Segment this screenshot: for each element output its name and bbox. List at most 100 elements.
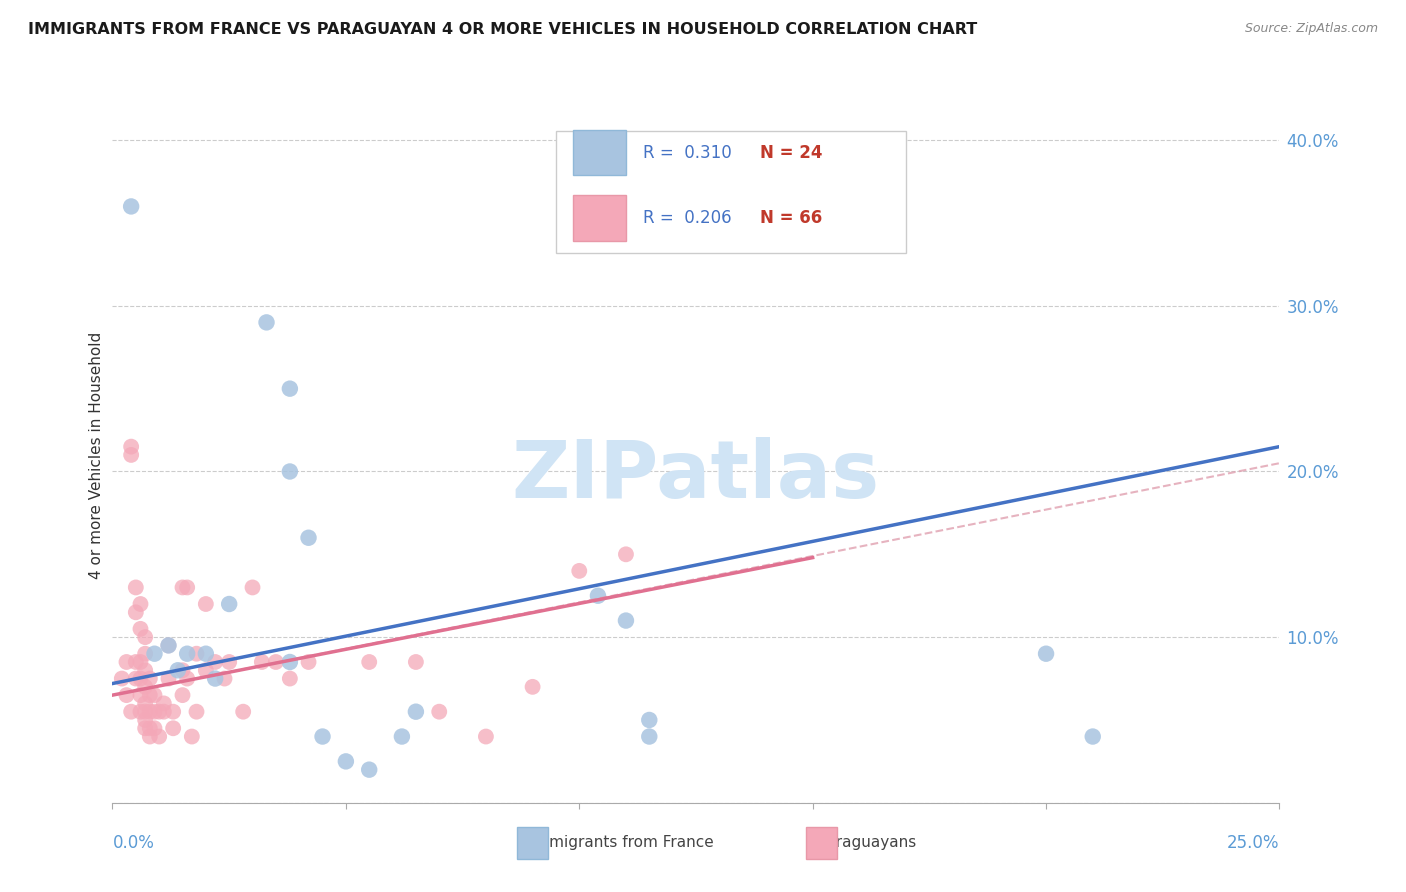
Point — [120, 705, 142, 719]
Point — [250, 655, 273, 669]
Text: Paraguayans: Paraguayans — [808, 836, 917, 850]
Point — [157, 639, 180, 653]
Text: N = 66: N = 66 — [761, 210, 823, 227]
Point — [120, 199, 142, 213]
Text: R =  0.310: R = 0.310 — [644, 144, 733, 161]
Point — [638, 713, 661, 727]
Point — [194, 663, 217, 677]
Point — [153, 705, 176, 719]
Point — [148, 730, 170, 744]
Point — [134, 630, 156, 644]
Point — [359, 763, 381, 777]
Point — [125, 581, 148, 595]
Point — [139, 672, 162, 686]
Point — [1035, 647, 1057, 661]
Point — [218, 597, 240, 611]
Point — [115, 688, 138, 702]
Point — [297, 655, 319, 669]
Point — [186, 647, 208, 661]
Point — [180, 730, 202, 744]
FancyBboxPatch shape — [555, 131, 905, 253]
Text: Source: ZipAtlas.com: Source: ZipAtlas.com — [1244, 22, 1378, 36]
Point — [172, 663, 194, 677]
Point — [134, 697, 156, 711]
FancyBboxPatch shape — [574, 195, 626, 241]
Point — [232, 705, 254, 719]
Point — [153, 697, 176, 711]
Point — [264, 655, 287, 669]
Text: Immigrants from France: Immigrants from France — [520, 836, 714, 850]
Point — [186, 705, 208, 719]
Point — [120, 448, 142, 462]
Point — [359, 655, 381, 669]
FancyBboxPatch shape — [574, 129, 626, 175]
Point — [586, 589, 609, 603]
Point — [194, 647, 217, 661]
Point — [129, 655, 152, 669]
Point — [278, 655, 301, 669]
Text: N = 24: N = 24 — [761, 144, 823, 161]
Point — [115, 655, 138, 669]
Point — [391, 730, 413, 744]
Point — [522, 680, 544, 694]
Point — [143, 647, 166, 661]
Text: IMMIGRANTS FROM FRANCE VS PARAGUAYAN 4 OR MORE VEHICLES IN HOUSEHOLD CORRELATION: IMMIGRANTS FROM FRANCE VS PARAGUAYAN 4 O… — [28, 22, 977, 37]
Point — [218, 655, 240, 669]
Point — [614, 547, 637, 561]
Point — [139, 721, 162, 735]
Text: 0.0%: 0.0% — [112, 834, 155, 852]
Point — [129, 672, 152, 686]
Point — [143, 705, 166, 719]
Point — [256, 315, 278, 329]
Point — [125, 605, 148, 619]
Point — [143, 688, 166, 702]
Point — [157, 672, 180, 686]
Text: R =  0.206: R = 0.206 — [644, 210, 733, 227]
Point — [176, 581, 198, 595]
Point — [162, 705, 184, 719]
Point — [172, 581, 194, 595]
Point — [204, 672, 226, 686]
Point — [405, 655, 427, 669]
Point — [194, 597, 217, 611]
Point — [475, 730, 498, 744]
Point — [214, 672, 236, 686]
Point — [129, 597, 152, 611]
Point — [297, 531, 319, 545]
Point — [134, 705, 156, 719]
Point — [157, 639, 180, 653]
Point — [335, 755, 357, 769]
Point — [134, 713, 156, 727]
Point — [139, 705, 162, 719]
Point — [139, 730, 162, 744]
Y-axis label: 4 or more Vehicles in Household: 4 or more Vehicles in Household — [89, 331, 104, 579]
Point — [242, 581, 264, 595]
Point — [166, 663, 188, 677]
Point — [614, 614, 637, 628]
Point — [638, 730, 661, 744]
Point — [120, 440, 142, 454]
Point — [405, 705, 427, 719]
Point — [111, 672, 134, 686]
Point — [129, 705, 152, 719]
Point — [134, 680, 156, 694]
Text: ZIPatlas: ZIPatlas — [512, 437, 880, 515]
Point — [278, 465, 301, 479]
Point — [172, 688, 194, 702]
Point — [204, 655, 226, 669]
Point — [125, 655, 148, 669]
Point — [568, 564, 591, 578]
Point — [148, 705, 170, 719]
Point — [311, 730, 333, 744]
Point — [134, 663, 156, 677]
Point — [1081, 730, 1104, 744]
Point — [176, 647, 198, 661]
Point — [129, 688, 152, 702]
Point — [162, 721, 184, 735]
Point — [139, 688, 162, 702]
Point — [278, 672, 301, 686]
Point — [176, 672, 198, 686]
Point — [129, 622, 152, 636]
Text: 25.0%: 25.0% — [1227, 834, 1279, 852]
Point — [278, 382, 301, 396]
